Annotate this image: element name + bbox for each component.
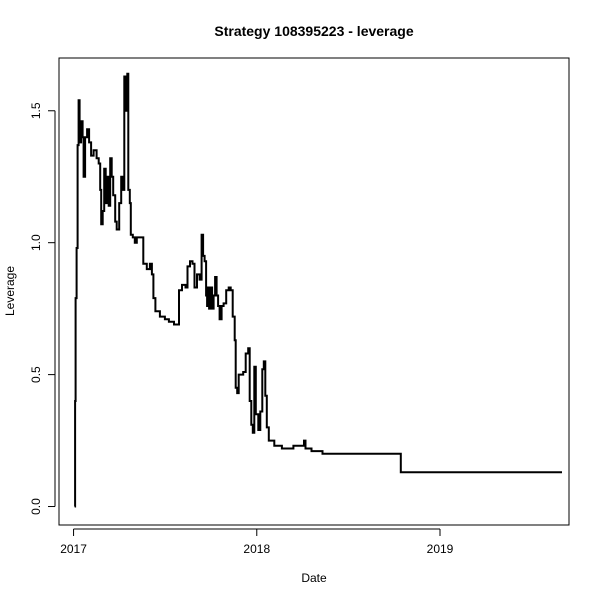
x-tick-label: 2018 [243, 542, 270, 556]
series-group [74, 72, 562, 508]
x-axis: 2017 2018 2019 [60, 528, 454, 556]
plot-frame [58, 57, 570, 526]
y-tick-label: 1.5 [29, 102, 43, 119]
x-tick-label: 2019 [427, 542, 454, 556]
leverage-series-line [74, 72, 562, 508]
chart-title: Strategy 108395223 - leverage [214, 23, 413, 39]
y-axis: 0.0 0.5 1.0 1.5 [29, 102, 56, 515]
x-tick-label: 2017 [60, 542, 87, 556]
x-axis-label: Date [301, 571, 327, 585]
y-tick-label: 0.5 [29, 366, 43, 383]
y-axis-label: Leverage [3, 266, 17, 316]
y-tick-label: 0.0 [29, 498, 43, 515]
y-tick-label: 1.0 [29, 234, 43, 251]
